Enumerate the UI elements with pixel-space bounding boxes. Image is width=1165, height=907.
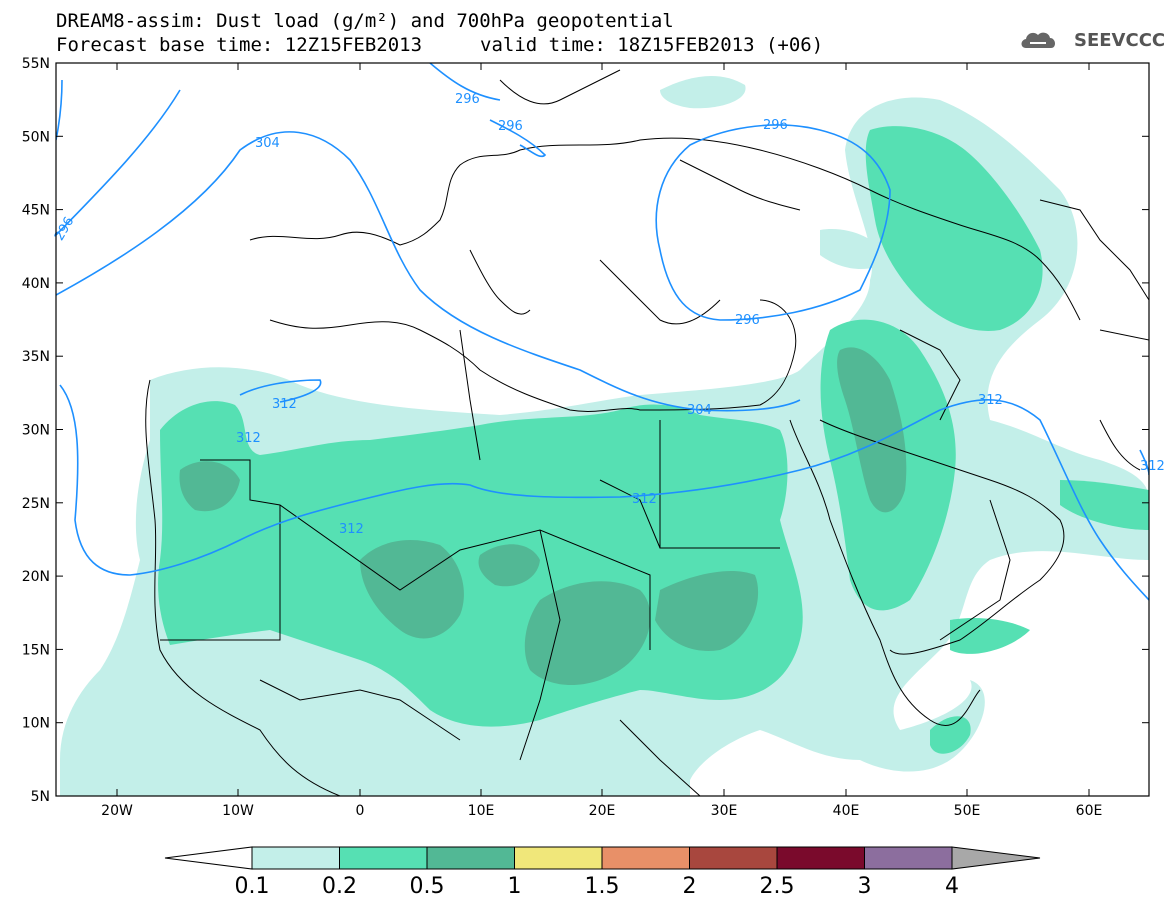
lat-label: 20N — [22, 569, 50, 585]
axis-ticks: 20W 10W 0 10E 20E 30E 40E 50E 60E 55N 50N 45N 40N 35N… — [22, 56, 1149, 819]
contour-label: 296 — [498, 119, 523, 134]
contour-label: 312 — [978, 393, 1003, 408]
lon-label: 20W — [101, 803, 133, 819]
geopotential-contours — [56, 63, 1149, 601]
colorbar-segment — [864, 846, 953, 870]
lat-label: 30N — [22, 423, 50, 439]
colorbar-segment — [601, 846, 690, 870]
valid-time: valid time: 18Z15FEB2013 (+06) — [480, 34, 824, 56]
lon-label: 10W — [222, 803, 254, 819]
colorbar-label: 2.5 — [760, 874, 795, 899]
dust-level-0.5 — [179, 347, 907, 685]
contour-label: 312 — [236, 431, 261, 446]
lon-label: 50E — [954, 803, 981, 819]
colorbar-segment — [251, 846, 340, 870]
lat-label: 45N — [22, 203, 50, 219]
colorbar-under-triangle — [164, 846, 253, 870]
contour-label: 312 — [1140, 459, 1165, 474]
map-title: DREAM8-assim: Dust load (g/m²) and 700hP… — [56, 10, 674, 32]
colorbar-label: 1 — [508, 874, 522, 899]
contour-label: 296 — [455, 92, 480, 107]
colorbar-segment — [514, 846, 603, 870]
colorbar-over-triangle — [951, 846, 1041, 870]
contour-label: 312 — [339, 522, 364, 537]
colorbar-segment — [689, 846, 778, 870]
lat-label: 15N — [22, 642, 50, 658]
lat-label: 55N — [22, 56, 50, 72]
colorbar-segment — [426, 846, 515, 870]
contour-label: 296 — [763, 118, 788, 133]
colorbar-label: 3 — [858, 874, 872, 899]
colorbar-label: 0.5 — [410, 874, 445, 899]
colorbar: 0.1 0.2 0.5 1 1.5 2 2.5 3 4 — [164, 846, 1041, 899]
contour-label: 312 — [272, 397, 297, 412]
colorbar-segment — [776, 846, 865, 870]
lon-label: 60E — [1076, 803, 1103, 819]
seevccc-logo: SEEVCCC — [1074, 30, 1165, 51]
lat-label: 35N — [22, 349, 50, 365]
lat-label: 10N — [22, 716, 50, 732]
colorbar-label: 4 — [945, 874, 959, 899]
lat-label: 50N — [22, 129, 50, 145]
forecast-base-time: Forecast base time: 12Z15FEB2013 — [56, 34, 423, 56]
lon-label: 30E — [711, 803, 738, 819]
contour-label: 304 — [687, 403, 712, 418]
contour-label: 304 — [255, 136, 280, 151]
colorbar-label: 1.5 — [585, 874, 620, 899]
lon-label: 10E — [468, 803, 495, 819]
lon-label: 40E — [833, 803, 860, 819]
lat-label: 5N — [31, 789, 50, 805]
cloud-icon — [1021, 32, 1056, 48]
lat-label: 40N — [22, 276, 50, 292]
lat-label: 25N — [22, 496, 50, 512]
lon-label: 20E — [589, 803, 616, 819]
lon-label: 0 — [356, 803, 365, 819]
colorbar-label: 0.2 — [322, 874, 357, 899]
colorbar-label: 0.1 — [235, 874, 270, 899]
colorbar-label: 2 — [683, 874, 697, 899]
contour-label: 312 — [632, 492, 657, 507]
contour-label: 296 — [735, 313, 760, 328]
colorbar-segment — [339, 846, 428, 870]
